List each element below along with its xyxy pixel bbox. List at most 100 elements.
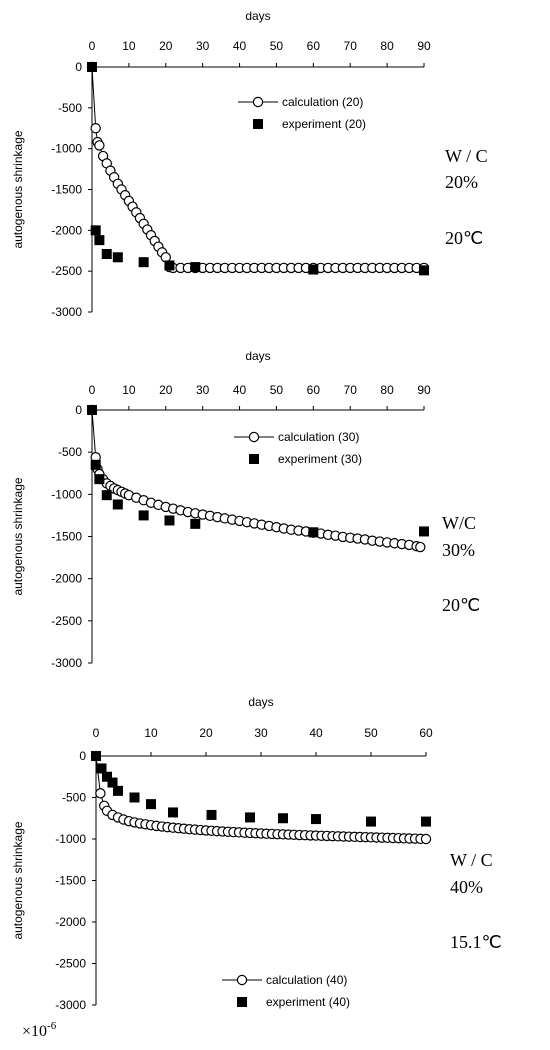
y-tick-label: -1500 — [55, 874, 86, 888]
x-tick-label: 0 — [89, 383, 96, 397]
calculation-point — [420, 833, 432, 845]
experiment-point — [146, 799, 156, 810]
experiment-point — [245, 812, 255, 823]
experiment-point — [91, 751, 101, 761]
x-tick-label: 40 — [309, 726, 323, 740]
calculation-point — [95, 788, 106, 799]
experiment-point — [421, 816, 431, 827]
legend-calculation-label: calculation (30) — [278, 430, 359, 444]
experiment-point — [107, 777, 118, 788]
x-tick-label: 20 — [159, 39, 173, 53]
x-tick-label: 40 — [233, 39, 247, 53]
legend: calculation (30) experiment (30) — [234, 430, 362, 466]
y-tick-label: -1000 — [51, 487, 82, 501]
x-tick-label: 20 — [199, 726, 213, 740]
y-axis-title: autogenous shrinkage — [11, 821, 25, 939]
x-axis-title: days — [248, 695, 273, 709]
experiment-point — [206, 809, 217, 820]
x-axis-title: days — [245, 349, 270, 363]
experiment-point — [96, 763, 107, 774]
experiment-point — [102, 771, 112, 782]
y-tick-label: -2000 — [55, 915, 86, 929]
legend-calculation-marker — [236, 974, 248, 986]
x-tick-label: 90 — [417, 383, 431, 397]
x-tick-label: 50 — [270, 39, 284, 53]
chart-panel-1: days 0 10 20 30 40 50 60 70 80 90 0 -500 -1000 -1500 -2… — [11, 9, 488, 319]
experiment-point — [94, 474, 105, 485]
legend-calculation-label: calculation (40) — [266, 973, 347, 987]
y-tick-label: -2500 — [51, 614, 82, 628]
y-tick-label: -2000 — [51, 572, 82, 586]
experiment-point — [278, 813, 288, 824]
legend-calculation-marker — [252, 96, 264, 108]
legend-experiment-label: experiment (20) — [282, 117, 366, 131]
series-calculation — [86, 61, 430, 274]
experiment-point — [138, 257, 149, 268]
x-tick-label: 60 — [419, 726, 433, 740]
calculation-point — [415, 541, 426, 553]
x-tick-label: 40 — [233, 383, 247, 397]
y-tick-label: 0 — [75, 60, 82, 74]
unit-multiplier: ×10-6 — [22, 1020, 57, 1040]
experiment-point — [113, 785, 123, 796]
y-tick-label: -1500 — [51, 183, 82, 197]
x-tick-label: 80 — [380, 383, 394, 397]
side-annotation: W / C — [445, 146, 488, 166]
experiment-point — [308, 264, 319, 275]
experiment-point — [112, 252, 123, 263]
y-tick-label: -3000 — [55, 998, 86, 1012]
y-tick-label: -2000 — [51, 223, 82, 237]
side-annotation: 20℃ — [442, 595, 480, 615]
experiment-point — [308, 527, 319, 538]
legend: calculation (40) experiment (40) — [222, 973, 350, 1009]
experiment-point — [87, 405, 97, 415]
legend-experiment-label: experiment (30) — [278, 452, 362, 466]
experiment-point — [190, 262, 201, 273]
legend-experiment-label: experiment (40) — [266, 995, 350, 1009]
x-tick-label: 50 — [270, 383, 284, 397]
y-tick-label: -500 — [58, 101, 82, 115]
y-tick-label: -500 — [62, 791, 86, 805]
side-annotation: 30% — [442, 540, 475, 560]
experiment-point — [138, 510, 149, 521]
experiment-point — [311, 814, 321, 825]
experiment-point — [164, 515, 175, 526]
x-tick-label: 30 — [196, 383, 210, 397]
y-axis-title: autogenous shrinkage — [11, 477, 25, 595]
y-tick-label: 0 — [79, 749, 86, 763]
side-annotation: W / C — [450, 850, 493, 870]
y-tick-label: -1000 — [55, 832, 86, 846]
series-experiment — [87, 62, 429, 276]
experiment-point — [419, 265, 429, 276]
x-tick-label: 60 — [307, 39, 321, 53]
y-tick-label: -1000 — [51, 142, 82, 156]
experiment-point — [112, 499, 123, 510]
x-tick-label: 10 — [144, 726, 158, 740]
y-tick-label: -3000 — [51, 656, 82, 670]
legend-experiment-marker — [249, 454, 259, 464]
experiment-point — [168, 807, 178, 818]
legend-experiment-marker — [253, 119, 263, 129]
y-tick-label: -1500 — [51, 530, 82, 544]
y-tick-label: 0 — [75, 403, 82, 417]
y-tick-label: -2500 — [51, 264, 82, 278]
calculation-point — [94, 140, 105, 151]
x-axis-title: days — [245, 9, 270, 23]
experiment-point — [90, 459, 101, 470]
x-tick-label: 30 — [254, 726, 268, 740]
y-tick-label: -500 — [58, 445, 82, 459]
series-experiment — [91, 751, 431, 827]
side-annotation: 15.1℃ — [450, 932, 502, 952]
chart-panel-2: days 0 10 20 30 40 50 60 70 80 90 0 -500 -1000 -1500 -2… — [11, 349, 480, 670]
side-annotation: W/C — [442, 513, 476, 533]
x-tick-label: 70 — [344, 383, 358, 397]
experiment-point — [101, 490, 112, 501]
x-tick-label: 0 — [93, 726, 100, 740]
chart-panel-3: days 0 10 20 30 40 50 60 0 -500 -1000 -1500 -2000 -25… — [11, 695, 502, 1040]
series-experiment — [87, 405, 429, 538]
x-tick-label: 10 — [122, 383, 136, 397]
experiment-point — [90, 225, 101, 236]
experiment-point — [419, 526, 429, 537]
y-axis-title: autogenous shrinkage — [11, 130, 25, 248]
